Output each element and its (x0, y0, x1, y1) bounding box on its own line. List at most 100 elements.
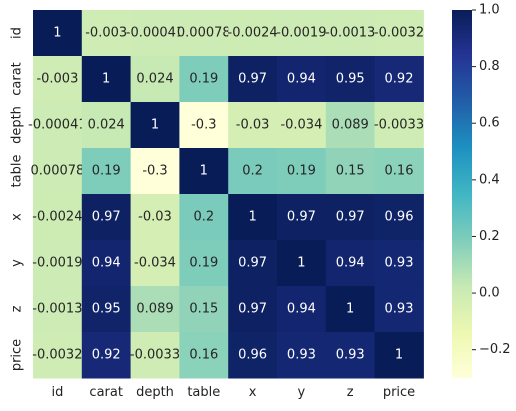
cell-value-label: 0.93 (385, 302, 414, 317)
cell-value-label: 0.2 (242, 164, 263, 179)
heatmap-cell (81, 148, 132, 195)
cell-value-label: 0.95 (92, 302, 121, 317)
colorbar-bar (452, 10, 472, 378)
heatmap-cell (130, 148, 180, 195)
colorbar-tick-label: 0.4 (479, 172, 500, 187)
heatmap-cell (179, 332, 229, 379)
cell-value-label: 0.024 (136, 72, 173, 87)
heatmap-cell (33, 148, 83, 195)
cell-value-label: -0.0024 (228, 26, 278, 41)
cell-value-label: -0.03 (236, 118, 270, 133)
heatmap-cell (277, 286, 327, 333)
heatmap-cell (374, 240, 424, 287)
heatmap-cell (179, 148, 229, 195)
cell-value-label: 1 (151, 118, 159, 133)
cell-value-label: -0.034 (280, 118, 322, 133)
row-tick-label: price (10, 339, 25, 371)
cell-value-label: 0.15 (189, 302, 218, 317)
cell-value-label: 0.97 (238, 72, 267, 87)
cell-value-label: -0.034 (134, 256, 176, 271)
cell-value-label: 0.97 (238, 256, 267, 271)
heatmap-cell (81, 286, 132, 333)
cell-value-label: 0.95 (336, 72, 365, 87)
row-tick-label: carat (10, 62, 25, 96)
cell-value-label: 1 (102, 72, 110, 87)
cell-value-label: 0.16 (189, 348, 218, 363)
heatmap-cell (228, 240, 278, 287)
row-tick-label: x (10, 213, 25, 221)
heatmap-cell (325, 56, 376, 103)
heatmap-cell (33, 102, 83, 149)
cell-value-label: 0.19 (189, 256, 218, 271)
heatmap-cell (228, 56, 278, 103)
cell-value-label: -0.0013 (32, 302, 82, 317)
cell-value-label: 0.97 (287, 210, 316, 225)
heatmap-cell (374, 148, 424, 195)
heatmap-cell (179, 56, 229, 103)
column-tick-label: price (383, 385, 415, 400)
heatmap-cell (179, 102, 229, 149)
cell-value-label: 0.16 (385, 164, 414, 179)
cell-value-label: -0.0033 (374, 118, 424, 133)
heatmap-cell (277, 148, 327, 195)
heatmap-cell (325, 148, 376, 195)
row-labels: id carat depth table x y z price (10, 27, 25, 371)
cell-value-label: 0.00078 (31, 164, 85, 179)
cell-value-label: -0.0033 (130, 348, 180, 363)
heatmap-cell (228, 102, 278, 149)
column-tick-label: y (298, 385, 306, 400)
heatmap-cell (179, 286, 229, 333)
heatmap-cell (130, 56, 180, 103)
column-tick-label: depth (136, 385, 174, 400)
row-tick-label: id (10, 27, 25, 39)
heatmap-cell (179, 10, 229, 57)
heatmap-cell (374, 194, 424, 241)
heatmap-cell (228, 286, 278, 333)
colorbar-tick-label: 1.0 (479, 3, 500, 18)
cell-value-label: 1 (53, 26, 61, 41)
heatmap-cell (277, 332, 327, 379)
cell-value-label: 0.94 (336, 256, 365, 271)
cell-value-label: -0.0019 (276, 26, 326, 41)
cell-value-label: 1 (395, 348, 403, 363)
heatmap-cell (33, 194, 83, 241)
heatmap-cell (81, 102, 132, 149)
heatmap-cell (33, 286, 83, 333)
heatmap-cell (277, 194, 327, 241)
column-tick-label: z (347, 385, 354, 400)
cell-value-label: -0.0032 (32, 348, 82, 363)
cell-value-label: -0.3 (191, 118, 216, 133)
cell-value-label: 0.00078 (177, 26, 231, 41)
heatmap-cell (33, 240, 83, 287)
cell-value-label: -0.003 (36, 72, 78, 87)
cell-value-label: 0.97 (336, 210, 365, 225)
cell-value-label: 0.92 (92, 348, 121, 363)
cell-value-label: 0.2 (193, 210, 214, 225)
cell-value-label: -0.00041 (126, 26, 184, 41)
heatmap-cells: 1 -0.003-0.000410.00078-0.0024-0.0019-0.0… (28, 10, 424, 379)
colorbar-tick-label: 0.2 (479, 229, 500, 244)
heatmap-cell (130, 194, 180, 241)
cell-value-label: -0.0013 (325, 26, 375, 41)
cell-value-label: 1 (297, 256, 305, 271)
cell-value-label: 1 (346, 302, 354, 317)
heatmap-cell (374, 10, 424, 57)
cell-value-label: 0.96 (238, 348, 267, 363)
cell-value-label: 1 (248, 210, 256, 225)
heatmap-cell (81, 240, 132, 287)
cell-value-label: 0.94 (92, 256, 121, 271)
cell-value-label: 0.024 (88, 118, 125, 133)
cell-value-label: -0.0019 (32, 256, 82, 271)
cell-value-label: 0.19 (189, 72, 218, 87)
cell-value-label: 1 (200, 164, 208, 179)
cell-value-label: 0.96 (385, 210, 414, 225)
heatmap-cell (130, 332, 180, 379)
cell-value-label: 0.97 (92, 210, 121, 225)
heatmap-cell (325, 332, 376, 379)
heatmap-cell (277, 56, 327, 103)
heatmap-cell (277, 10, 327, 57)
cell-value-label: 0.93 (336, 348, 365, 363)
column-tick-label: id (51, 385, 63, 400)
heatmap-cell (325, 10, 376, 57)
